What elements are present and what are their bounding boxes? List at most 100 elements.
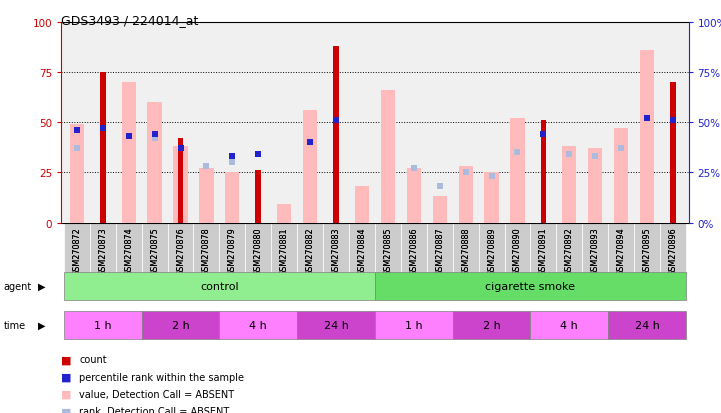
Bar: [375, 223, 401, 293]
Text: GSM270888: GSM270888: [461, 226, 470, 275]
Bar: [541, 121, 547, 223]
Text: 1 h: 1 h: [405, 320, 423, 330]
Bar: [303, 111, 317, 223]
Text: GSM270890: GSM270890: [513, 226, 522, 275]
Bar: [255, 171, 261, 223]
Bar: [505, 223, 531, 293]
Text: GSM270883: GSM270883: [332, 226, 340, 275]
Bar: [173, 147, 187, 223]
Text: GSM270880: GSM270880: [254, 226, 262, 275]
Text: GSM270888: GSM270888: [461, 226, 470, 275]
Text: GSM270881: GSM270881: [280, 226, 288, 275]
Text: GSM270886: GSM270886: [410, 226, 418, 275]
Text: control: control: [200, 281, 239, 291]
Text: ■: ■: [61, 406, 72, 413]
Text: GSM270894: GSM270894: [616, 226, 626, 275]
Text: GSM270895: GSM270895: [642, 226, 652, 275]
Bar: [375, 311, 453, 339]
Text: GSM270889: GSM270889: [487, 226, 496, 275]
Text: GSM270874: GSM270874: [124, 226, 133, 275]
Text: ▶: ▶: [37, 281, 45, 291]
Text: GSM270880: GSM270880: [254, 226, 262, 275]
Bar: [433, 197, 447, 223]
Text: GSM270893: GSM270893: [590, 226, 600, 275]
Text: ▶: ▶: [37, 320, 45, 330]
Text: GSM270887: GSM270887: [435, 226, 444, 275]
Bar: [297, 223, 323, 293]
Text: GSM270887: GSM270887: [435, 226, 444, 275]
Bar: [609, 223, 634, 293]
Bar: [531, 223, 557, 293]
Bar: [277, 205, 291, 223]
Text: 4 h: 4 h: [560, 320, 578, 330]
Bar: [531, 311, 609, 339]
Text: GSM270895: GSM270895: [642, 226, 652, 275]
Bar: [64, 223, 90, 293]
Bar: [453, 311, 531, 339]
Bar: [557, 223, 583, 293]
Text: GSM270876: GSM270876: [176, 226, 185, 275]
Text: GDS3493 / 224014_at: GDS3493 / 224014_at: [61, 14, 199, 27]
Text: GSM270875: GSM270875: [150, 226, 159, 275]
Bar: [614, 129, 628, 223]
Bar: [219, 223, 245, 293]
Bar: [375, 272, 686, 300]
Text: GSM270893: GSM270893: [590, 226, 600, 275]
Text: cigarette smoke: cigarette smoke: [485, 281, 575, 291]
Bar: [427, 223, 453, 293]
Text: GSM270881: GSM270881: [280, 226, 288, 275]
Bar: [70, 125, 84, 223]
Bar: [634, 223, 660, 293]
Text: GSM270892: GSM270892: [565, 226, 574, 275]
Text: value, Detection Call = ABSENT: value, Detection Call = ABSENT: [79, 389, 234, 399]
Bar: [401, 223, 427, 293]
Bar: [100, 73, 105, 223]
Text: GSM270879: GSM270879: [228, 226, 237, 275]
Text: time: time: [4, 320, 26, 330]
Bar: [333, 47, 339, 223]
Text: 24 h: 24 h: [324, 320, 348, 330]
Bar: [64, 272, 375, 300]
Bar: [148, 103, 162, 223]
Text: GSM270876: GSM270876: [176, 226, 185, 275]
Bar: [407, 169, 421, 223]
Text: GSM270891: GSM270891: [539, 226, 548, 275]
Text: GSM270885: GSM270885: [384, 226, 392, 275]
Text: 1 h: 1 h: [94, 320, 112, 330]
Bar: [640, 51, 654, 223]
Bar: [583, 223, 609, 293]
Text: GSM270875: GSM270875: [150, 226, 159, 275]
Text: GSM270884: GSM270884: [358, 226, 366, 275]
Text: 4 h: 4 h: [249, 320, 267, 330]
Text: GSM270874: GSM270874: [124, 226, 133, 275]
Text: GSM270891: GSM270891: [539, 226, 548, 275]
Bar: [245, 223, 271, 293]
Bar: [670, 83, 676, 223]
Bar: [297, 311, 375, 339]
Bar: [660, 223, 686, 293]
Bar: [141, 223, 167, 293]
Bar: [323, 223, 349, 293]
Bar: [90, 223, 115, 293]
Bar: [510, 119, 525, 223]
Text: 2 h: 2 h: [482, 320, 500, 330]
Text: GSM270873: GSM270873: [98, 226, 107, 275]
Text: GSM270892: GSM270892: [565, 226, 574, 275]
Text: GSM270894: GSM270894: [616, 226, 626, 275]
Bar: [64, 311, 141, 339]
Bar: [225, 173, 239, 223]
Text: ■: ■: [61, 389, 72, 399]
Text: rank, Detection Call = ABSENT: rank, Detection Call = ABSENT: [79, 406, 229, 413]
Text: GSM270886: GSM270886: [410, 226, 418, 275]
Text: count: count: [79, 354, 107, 364]
Bar: [177, 139, 183, 223]
Bar: [355, 187, 369, 223]
Bar: [485, 173, 499, 223]
Text: GSM270883: GSM270883: [332, 226, 340, 275]
Bar: [122, 83, 136, 223]
Bar: [453, 223, 479, 293]
Text: GSM270890: GSM270890: [513, 226, 522, 275]
Bar: [193, 223, 219, 293]
Bar: [381, 91, 395, 223]
Text: GSM270879: GSM270879: [228, 226, 237, 275]
